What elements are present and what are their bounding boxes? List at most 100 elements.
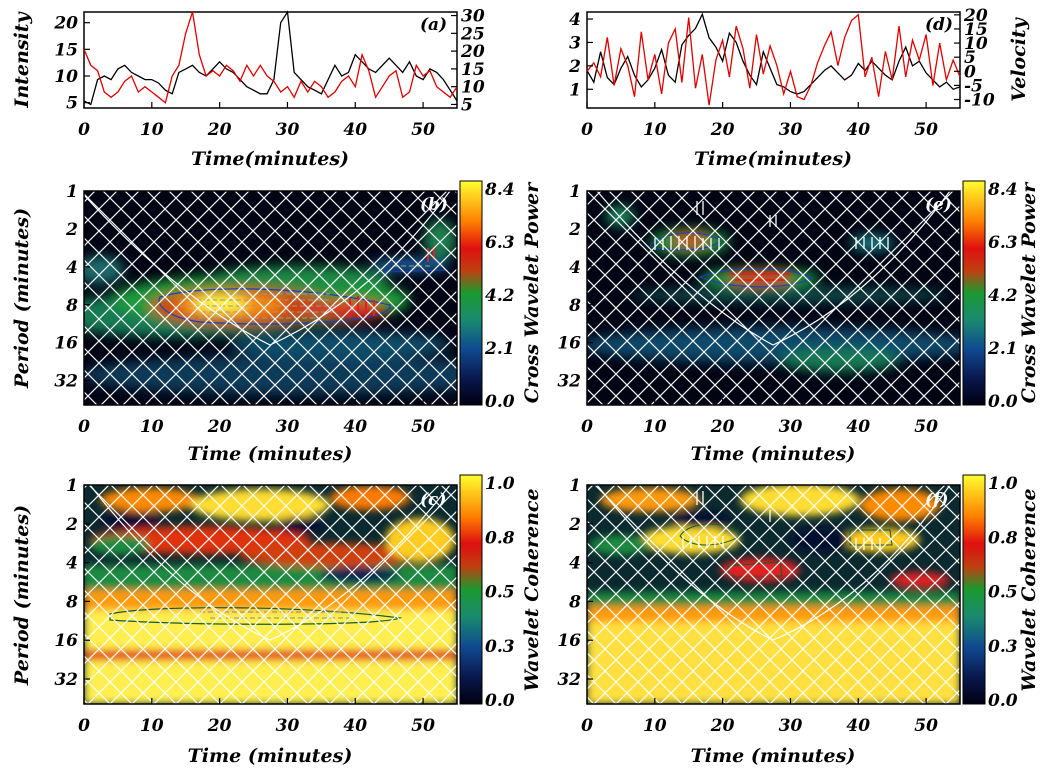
y-ticks-c: 1 2 4 8 16 32: [54, 476, 90, 690]
series-line-black: [83, 10, 458, 106]
y-tick-label: 4: [569, 10, 581, 30]
x-tick-label: 50: [914, 120, 938, 140]
y-tick-label: 2: [65, 515, 78, 535]
colorbar-e: [962, 180, 986, 406]
x-tick-label: 30: [276, 120, 300, 140]
colorbar-tick-label: 1.0: [988, 474, 1018, 494]
colorbar-ticks-c: 0.0 0.3 0.5 0.8 1.0: [485, 474, 515, 711]
colorbar-tick-label: 6.3: [485, 233, 515, 253]
x-tick-label: 30: [779, 417, 803, 437]
x-tick-label: 10: [140, 120, 164, 140]
colorbar-f: [962, 474, 986, 705]
y-tick-label: 15: [54, 40, 78, 60]
y-tick-label: 8: [568, 592, 581, 612]
x-tick-label: 40: [846, 417, 870, 437]
colorbar-tick-label: 8.4: [484, 180, 515, 200]
y-right-tick-label: 5: [964, 48, 976, 68]
x-tick-label: 0: [581, 120, 593, 140]
colorbar-tick-label: 0.3: [988, 637, 1018, 657]
y-right-tick-label: 30: [461, 7, 485, 27]
y-tick-label: 32: [557, 372, 581, 392]
series-group-d: [586, 12, 961, 106]
y-tick-label: 1: [569, 182, 581, 202]
panel-b: (b) 0.02.14.26.38.4 Cross Wavelet Power …: [11, 180, 543, 465]
x-tick-label: 0: [78, 716, 90, 736]
colorbar-tick-label: 1.0: [485, 474, 515, 494]
series-line-red: [586, 13, 961, 106]
x-tick-label: 20: [710, 120, 735, 140]
y-axis-label-a: Intensity: [11, 10, 33, 108]
plot-frame-d: [586, 11, 961, 109]
colorbar-tick-label: 4.2: [485, 286, 515, 306]
x-tick-label: 40: [846, 716, 870, 736]
plot-frame-f: [586, 484, 961, 705]
x-tick-label: 20: [207, 417, 232, 437]
x-tick-label: 10: [643, 716, 667, 736]
colorbar-tick-label: 0.3: [485, 637, 515, 657]
x-tick-label: 40: [343, 716, 367, 736]
x-ticks-c: 0 10 20 30 40 50: [78, 698, 435, 736]
y-tick-label: 32: [54, 670, 78, 690]
y-axis-label-b: Period (minutes): [11, 208, 33, 389]
x-tick-label: 50: [914, 417, 938, 437]
cone-of-influence-e: [596, 190, 951, 346]
y-right-tick-label: 20: [460, 42, 485, 62]
y-tick-label: 4: [569, 258, 581, 278]
panel-label-c: (c): [420, 490, 446, 510]
colorbar-tick-label: 0.5: [988, 583, 1018, 603]
y-tick-label: 4: [569, 554, 581, 574]
colorbar-tick-label: 0.0: [988, 691, 1018, 711]
x-tick-label: 30: [779, 120, 803, 140]
y-tick-label: 16: [54, 631, 78, 651]
x-tick-label: 50: [914, 716, 938, 736]
y-axis-label-d: Velocity: [1008, 16, 1030, 102]
x-ticks-b: 0 10 20 30 40 50: [78, 399, 435, 437]
plot-frame-e: [586, 190, 961, 406]
colorbar-tick-label: 0.0: [988, 392, 1018, 412]
x-axis-label-c: Time (minutes): [188, 745, 353, 767]
x-axis-label-d: Time(minutes): [694, 148, 852, 170]
y-tick-label: 2: [568, 57, 581, 77]
y-right-tick-label: 25: [460, 24, 485, 44]
y-tick-label: 8: [65, 592, 78, 612]
cone-of-influence-c: [89, 484, 451, 641]
y-axis-label-c: Period (minutes): [11, 505, 33, 686]
series-group-a: [83, 10, 458, 106]
x-tick-label: 10: [140, 417, 164, 437]
plot-frame-a: [83, 11, 458, 109]
x-ticks-e: 0 10 20 30 40 50: [581, 399, 938, 437]
x-tick-label: 30: [779, 716, 803, 736]
panel-label-e: (e): [925, 195, 952, 215]
x-tick-label: 40: [343, 417, 367, 437]
panel-c: (c) 0.0 0.3 0.5 0.8 1.0 Wavelet Coherence 1 2…: [11, 474, 543, 767]
colorbar-tick-label: 0.0: [485, 691, 515, 711]
panel-e: (e) 0.02.14.26.38.4 Cross Wavelet Power …: [557, 180, 1040, 465]
y-tick-label: 1: [66, 182, 78, 202]
y-right-tick-label: 15: [461, 60, 485, 80]
colorbar-ticks-e: 0.0 2.1 4.2 6.3 8.4: [987, 180, 1018, 412]
colorbar-tick-label: 2.1: [987, 339, 1018, 359]
x-tick-label: 30: [276, 417, 300, 437]
y-right-tick-label: 10: [964, 34, 988, 54]
heatmap-c: [84, 485, 457, 704]
colorbar-tick-label: 2.1: [484, 339, 515, 359]
y-tick-label: 8: [65, 296, 78, 316]
heatmap-e: [587, 191, 960, 405]
colorbar-tick-label: 0.8: [988, 528, 1018, 548]
colorbar-tick-label: 0.0: [485, 392, 515, 412]
colorbar-tick-label: 0.8: [485, 528, 515, 548]
x-tick-label: 50: [411, 417, 435, 437]
colorbar-label-c: Wavelet Coherence: [521, 488, 543, 691]
y-ticks-a: 5 10 15 20: [53, 14, 90, 114]
y-right-tick-label: 15: [964, 20, 988, 40]
cone-of-influence-f: [596, 484, 951, 641]
x-tick-label: 0: [581, 716, 593, 736]
x-tick-label: 20: [710, 417, 735, 437]
y-tick-label: 3: [569, 33, 581, 53]
y-tick-label: 4: [66, 258, 78, 278]
x-tick-label: 50: [411, 120, 435, 140]
x-axis-label-e: Time (minutes): [691, 443, 856, 465]
